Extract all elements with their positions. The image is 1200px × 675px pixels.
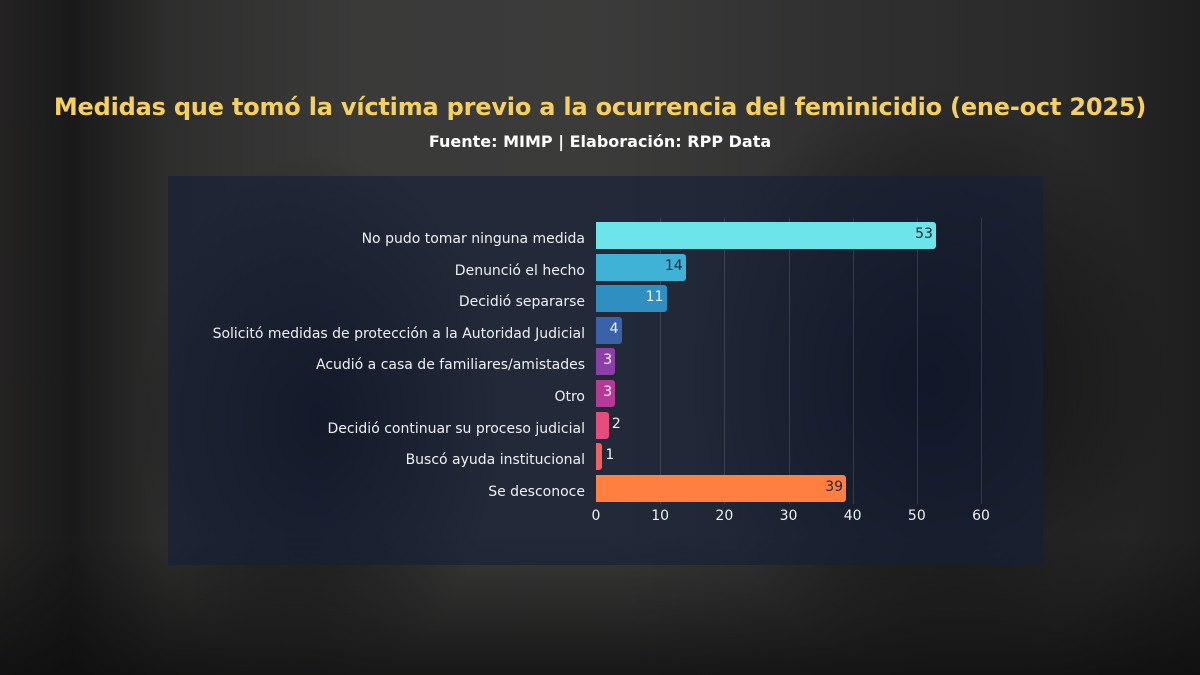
category-label: Buscó ayuda institucional <box>405 452 585 469</box>
category-label: Otro <box>554 389 585 405</box>
bar[interactable] <box>596 316 622 344</box>
category-label: Acudió a casa de familiares/amistades <box>315 357 585 374</box>
bar-value-label: 3 <box>603 352 613 369</box>
bar-value-label: 3 <box>603 384 613 400</box>
bar[interactable] <box>596 380 616 407</box>
x-tick-label: 60 <box>972 508 990 524</box>
gridline <box>788 218 790 504</box>
bar[interactable] <box>596 285 667 313</box>
bar-value-label: 39 <box>825 478 844 495</box>
chart-title: Medidas que tomó la víctima previo a la … <box>53 93 1147 121</box>
bar[interactable] <box>596 411 609 439</box>
bar[interactable] <box>596 474 847 502</box>
x-tick-label: 40 <box>843 508 862 524</box>
gridline <box>852 218 854 504</box>
category-label: Solicitó medidas de protección a la Auto… <box>212 325 585 342</box>
gridline <box>660 218 662 504</box>
bar[interactable] <box>596 348 616 376</box>
category-label: Se desconoce <box>488 483 585 500</box>
category-label: Denunció el hecho <box>454 262 585 279</box>
x-tick-label: 30 <box>779 508 798 524</box>
category-label: No pudo tomar ninguna medida <box>361 231 585 247</box>
bar-value-label: 11 <box>645 289 664 306</box>
bar-value-label: 53 <box>915 226 933 242</box>
category-label: Decidió separarse <box>458 294 585 311</box>
bar[interactable] <box>596 443 603 471</box>
plot-area: 53 14 11 4 3 3 2 1 39 <box>596 218 982 504</box>
x-tick-label: 20 <box>715 508 734 524</box>
x-tick-label: 0 <box>591 508 601 524</box>
bar[interactable] <box>596 253 686 281</box>
bar-value-label: 2 <box>611 415 621 432</box>
bar[interactable] <box>596 222 937 249</box>
gridline <box>916 218 918 504</box>
gridline <box>981 218 982 504</box>
x-tick-label: 50 <box>907 508 926 524</box>
bar-value-label: 4 <box>609 320 619 337</box>
bar-value-label: 1 <box>605 447 615 464</box>
gridline <box>724 218 726 504</box>
x-tick-label: 10 <box>651 508 670 524</box>
bar-value-label: 14 <box>664 257 683 274</box>
chart-source: Fuente: MIMP | Elaboración: RPP Data <box>428 132 772 151</box>
category-label: Decidió continuar su proceso judicial <box>327 420 585 437</box>
